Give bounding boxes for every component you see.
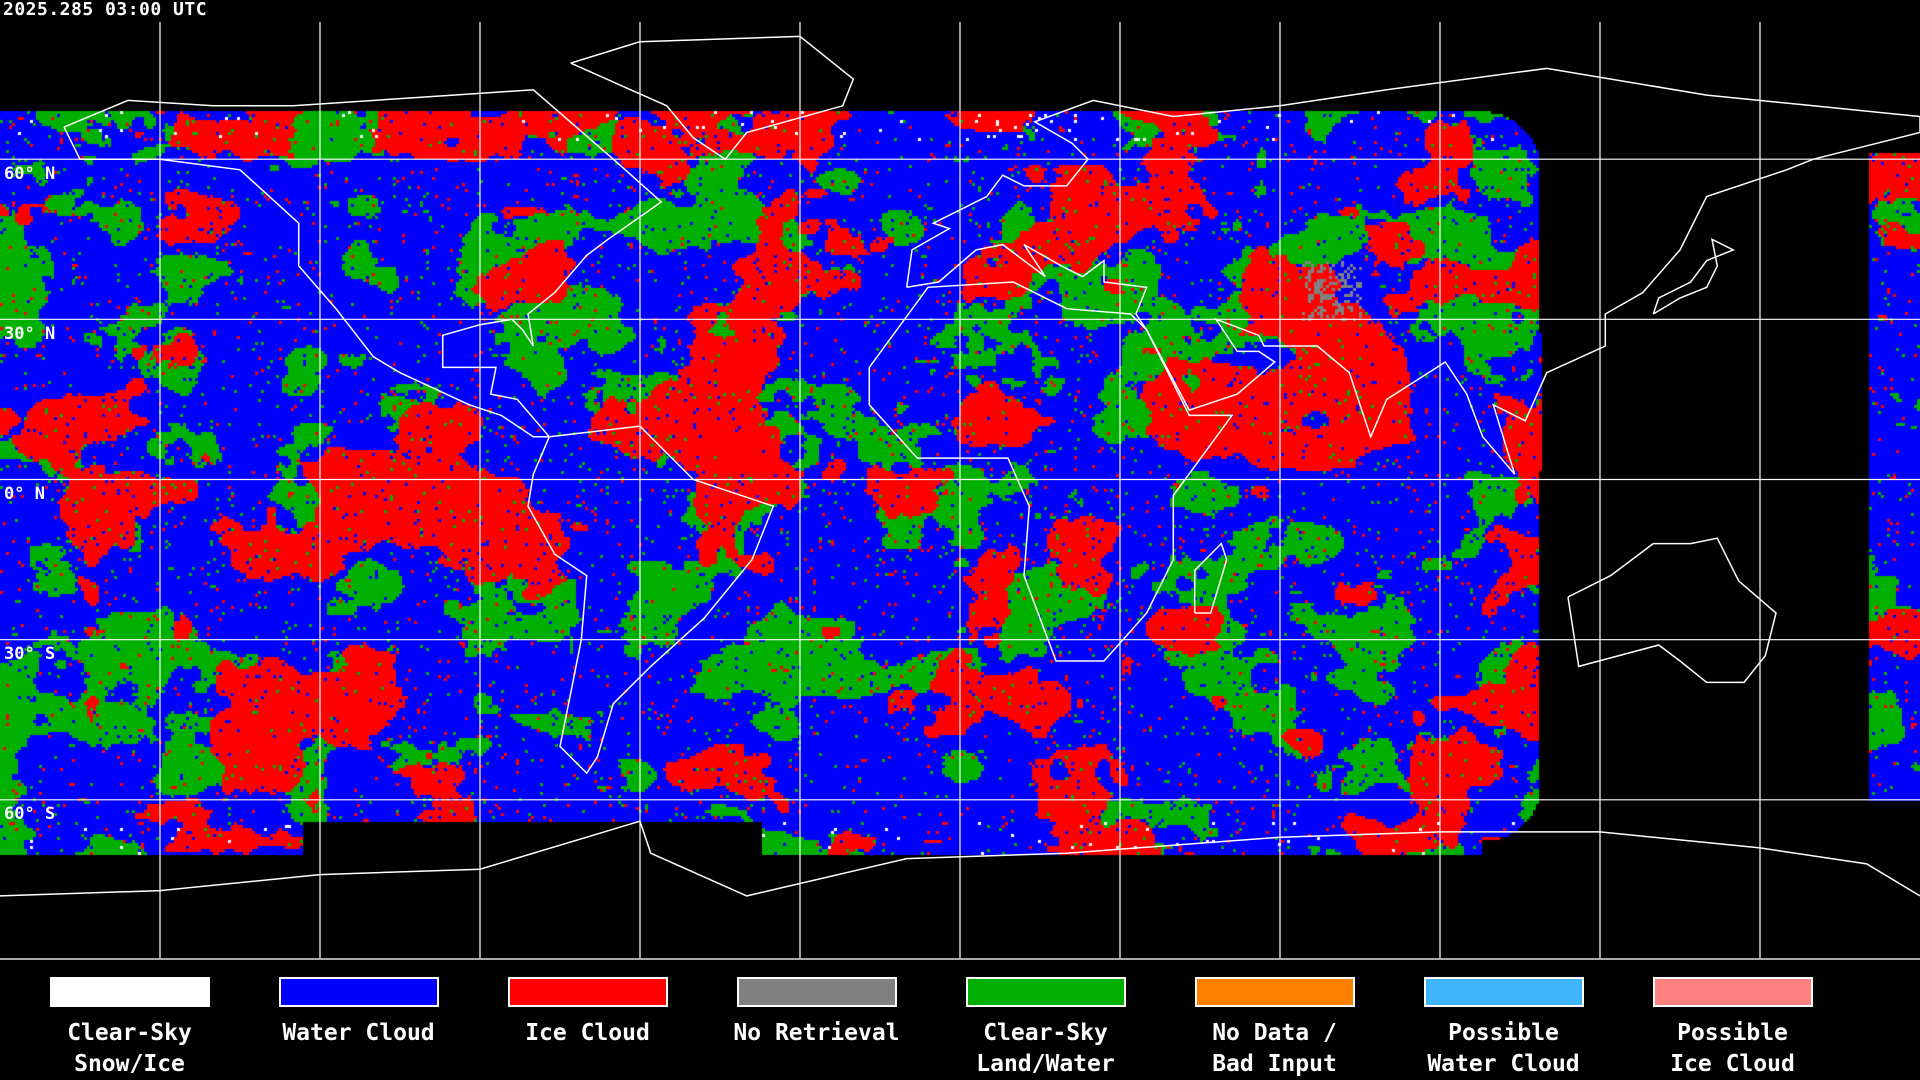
legend-swatch: [1193, 976, 1356, 1008]
lat-label-0n: 0° N: [4, 484, 45, 504]
lat-label-60n: 60° N: [4, 164, 56, 184]
legend-item-possible-ice-cloud: Possible Ice Cloud: [1618, 976, 1847, 1080]
legend-swatch: [277, 976, 440, 1008]
legend-swatch: [1422, 976, 1585, 1008]
coastline-eurasia: [905, 67, 1920, 475]
timestamp: 2025.285 03:00 UTC: [3, 0, 208, 20]
legend-label: No Data / Bad Input: [1212, 1020, 1337, 1077]
lat-label-60s: 60° S: [4, 804, 56, 824]
coastline-greenland: [570, 35, 855, 161]
legend-item-ice-cloud: Ice Cloud: [473, 976, 702, 1049]
legend-swatch: [48, 976, 211, 1008]
legend-label: Possible Water Cloud: [1427, 1020, 1580, 1077]
legend-swatch: [964, 976, 1127, 1008]
coastlines: [0, 35, 1920, 897]
legend-item-possible-water-cloud: Possible Water Cloud: [1389, 976, 1618, 1080]
legend-label: Ice Cloud: [525, 1020, 650, 1046]
legend-item-clear-sky-snow-ice: Clear-Sky Snow/Ice: [15, 976, 244, 1080]
map-overlay: [0, 22, 1920, 959]
lat-label-30s: 30° S: [4, 644, 56, 664]
legend-label: Clear-Sky Snow/Ice: [67, 1020, 192, 1077]
legend-item-water-cloud: Water Cloud: [244, 976, 473, 1049]
legend-label: No Retrieval: [733, 1020, 900, 1046]
legend-label: Water Cloud: [282, 1020, 435, 1046]
coastline-north-america: [63, 89, 663, 438]
coastline-japan: [1652, 237, 1736, 315]
legend-item-clear-sky-land-water: Clear-Sky Land/Water: [931, 976, 1160, 1080]
coastline-australia: [1567, 537, 1777, 684]
graticule: [0, 22, 1920, 959]
legend-swatch: [506, 976, 669, 1008]
coastline-south-america: [527, 425, 775, 775]
cloud-phase-map: 2025.285 03:00 UTC 60° N 30° N 0° N 30° …: [0, 0, 1920, 959]
legend-swatch: [1651, 976, 1814, 1008]
lat-label-30n: 30° N: [4, 324, 56, 344]
legend-label: Clear-Sky Land/Water: [976, 1020, 1115, 1077]
coastline-madagascar: [1193, 542, 1228, 614]
legend: Clear-Sky Snow/Ice Water Cloud Ice Cloud…: [0, 960, 1920, 1080]
coastline-antarctica: [0, 820, 1920, 897]
legend-swatch: [735, 976, 898, 1008]
legend-item-no-data-bad-input: No Data / Bad Input: [1160, 976, 1389, 1080]
legend-item-no-retrieval: No Retrieval: [702, 976, 931, 1049]
coastline-africa: [868, 281, 1234, 662]
map-border: [0, 958, 1920, 960]
legend-label: Possible Ice Cloud: [1670, 1020, 1795, 1077]
